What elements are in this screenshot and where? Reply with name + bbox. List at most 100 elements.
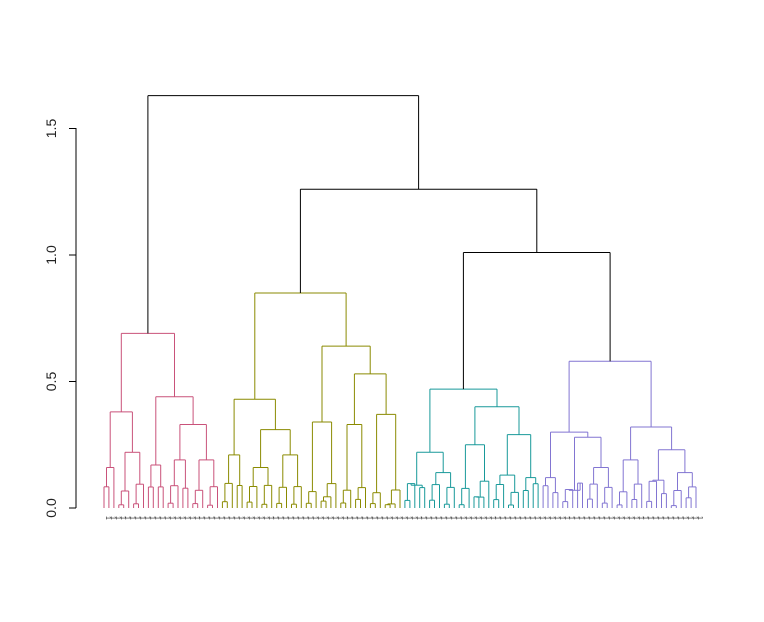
leaf-label: 1 — [459, 516, 466, 520]
leaf-label: 1 — [272, 516, 279, 520]
y-ticks: 0.0 0.5 1.0 1.5 — [43, 119, 76, 518]
leaf-labels: 1111111111111111111111111111111111111111… — [104, 516, 703, 520]
leaf-label: 1 — [237, 516, 244, 520]
leaf-label: 1 — [622, 516, 629, 520]
leaf-label: 1 — [390, 516, 397, 520]
y-tick-label: 0.0 — [43, 498, 59, 518]
leaf-label: 1 — [681, 516, 688, 520]
leaf-label: 1 — [671, 516, 678, 520]
leaf-label: 1 — [528, 516, 535, 520]
leaf-label: 1 — [104, 516, 111, 520]
leaf-label: 1 — [612, 516, 619, 520]
leaf-label: 1 — [366, 516, 373, 520]
leaf-label: 1 — [380, 516, 387, 520]
leaf-label: 1 — [173, 516, 180, 520]
leaf-label: 1 — [642, 516, 649, 520]
leaf-label: 1 — [637, 516, 644, 520]
leaf-label: 1 — [208, 516, 215, 520]
leaf-label: 1 — [627, 516, 634, 520]
leaf-label: 1 — [282, 516, 289, 520]
y-tick-label: 1.5 — [43, 119, 59, 139]
leaf-label: 1 — [292, 516, 299, 520]
leaf-label: 1 — [602, 516, 609, 520]
leaf-label: 1 — [148, 516, 155, 520]
leaf-label: 1 — [242, 516, 249, 520]
leaf-label: 1 — [203, 516, 210, 520]
leaf-label: 1 — [232, 516, 239, 520]
leaf-label: 1 — [548, 516, 555, 520]
leaf-label: 1 — [321, 516, 328, 520]
leaf-label: 1 — [617, 516, 624, 520]
leaf-label: 1 — [583, 516, 590, 520]
leaf-label: 1 — [652, 516, 659, 520]
leaf-label: 1 — [227, 516, 234, 520]
leaf-label: 1 — [410, 516, 417, 520]
leaf-label: 1 — [415, 516, 422, 520]
leaf-label: 1 — [267, 516, 274, 520]
leaf-label: 1 — [119, 516, 126, 520]
leaf-label: 1 — [444, 516, 451, 520]
leaf-label: 1 — [509, 516, 516, 520]
leaf-label: 1 — [514, 516, 521, 520]
leaf-label: 1 — [306, 516, 313, 520]
leaf-label: 1 — [247, 516, 254, 520]
leaf-label: 1 — [400, 516, 407, 520]
leaf-label: 1 — [578, 516, 585, 520]
leaf-label: 1 — [504, 516, 511, 520]
leaf-label: 1 — [691, 516, 698, 520]
leaf-label: 1 — [316, 516, 323, 520]
leaf-label: 1 — [296, 516, 303, 520]
leaf-label: 1 — [449, 516, 456, 520]
leaf-label: 1 — [499, 516, 506, 520]
leaf-label: 1 — [676, 516, 683, 520]
leaf-label: 1 — [597, 516, 604, 520]
y-tick-label: 0.5 — [43, 372, 59, 392]
leaf-label: 1 — [198, 516, 205, 520]
leaf-label: 1 — [543, 516, 550, 520]
leaf-label: 1 — [124, 516, 131, 520]
leaf-label: 1 — [277, 516, 284, 520]
y-tick-label: 1.0 — [43, 245, 59, 265]
leaf-label: 1 — [361, 516, 368, 520]
leaf-label: 1 — [425, 516, 432, 520]
leaf-label: 1 — [178, 516, 185, 520]
leaf-label: 1 — [114, 516, 121, 520]
leaf-label: 1 — [153, 516, 160, 520]
leaf-label: 1 — [568, 516, 575, 520]
leaf-label: 1 — [563, 516, 570, 520]
leaf-label: 1 — [440, 516, 447, 520]
leaf-label: 1 — [538, 516, 545, 520]
leaf-label: 1 — [607, 516, 614, 520]
leaf-label: 1 — [666, 516, 673, 520]
leaf-label: 1 — [336, 516, 343, 520]
leaf-label: 1 — [301, 516, 308, 520]
leaf-label: 1 — [375, 516, 382, 520]
leaf-label: 1 — [257, 516, 264, 520]
leaf-label: 1 — [592, 516, 599, 520]
leaf-label: 1 — [469, 516, 476, 520]
y-axis: 0.0 0.5 1.0 1.5 — [43, 119, 77, 518]
leaf-label: 1 — [632, 516, 639, 520]
leaf-label: 1 — [395, 516, 402, 520]
leaf-label: 1 — [163, 516, 170, 520]
leaf-label: 1 — [356, 516, 363, 520]
leaf-label: 1 — [494, 516, 501, 520]
leaf-label: 1 — [662, 516, 669, 520]
leaf-label: 1 — [109, 516, 116, 520]
leaf-label: 1 — [558, 516, 565, 520]
leaf-label: 1 — [351, 516, 358, 520]
leaf-label: 1 — [188, 516, 195, 520]
leaf-label: 1 — [657, 516, 664, 520]
leaf-label: 1 — [435, 516, 442, 520]
leaf-label: 1 — [553, 516, 560, 520]
leaf-label: 1 — [430, 516, 437, 520]
leaf-label: 1 — [331, 516, 338, 520]
leaf-label: 1 — [158, 516, 165, 520]
leaf-label: 1 — [193, 516, 200, 520]
leaf-label: 1 — [489, 516, 496, 520]
leaf-label: 1 — [370, 516, 377, 520]
leaf-label: 1 — [686, 516, 693, 520]
leaf-label: 1 — [287, 516, 294, 520]
leaf-label: 1 — [326, 516, 333, 520]
